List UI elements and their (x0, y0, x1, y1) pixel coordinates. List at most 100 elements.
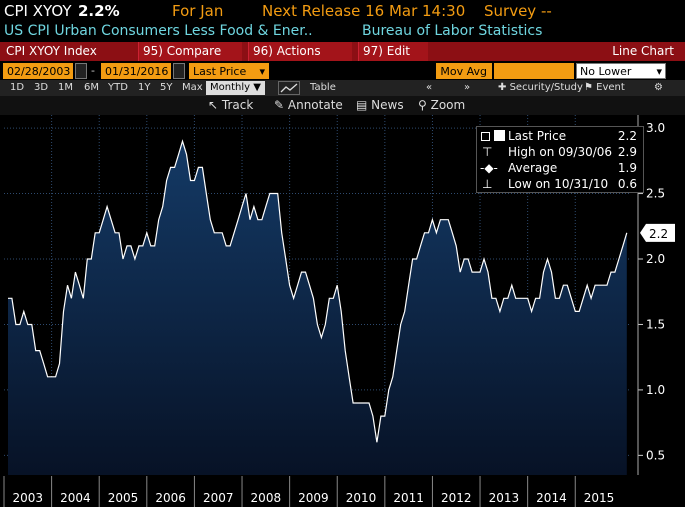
legend-low-label: Low on 10/31/10 (508, 177, 609, 191)
legend-box-icon (481, 132, 490, 141)
description-header: US CPI Urban Consumers Less Food & Ener.… (0, 22, 685, 41)
calendar-icon[interactable] (173, 63, 185, 79)
x-tick-label: 2014 (536, 491, 567, 505)
y-tick-label: 2.5 (646, 187, 665, 201)
period-6m[interactable]: 6M (84, 82, 99, 93)
scroll-left-icon[interactable]: « (426, 82, 433, 93)
legend-high-label: High on 09/30/06 (508, 145, 613, 159)
magnifier-icon: ⚲ (418, 98, 431, 112)
scroll-right-icon[interactable]: » (464, 82, 471, 93)
chart-tools-bar: ↖ Track ✎ Annotate ▤ News ⚲ Zoom (0, 96, 685, 115)
legend-average: -◆- Average 1.9 (477, 160, 643, 176)
x-tick-label: 2010 (346, 491, 377, 505)
calendar-icon[interactable] (75, 63, 87, 79)
field-select[interactable]: Last Price (189, 63, 269, 80)
date-controls: 02/28/2003 - 01/31/2016 Last Price Mov A… (0, 62, 685, 94)
mov-avg-value[interactable] (494, 63, 574, 79)
high-marker-icon: ⊤ (482, 145, 493, 159)
legend-avg-value: 1.9 (617, 161, 637, 175)
function-toolbar: CPI XYOY Index 95) Compare 96) Actions 9… (0, 42, 685, 61)
x-tick-label: 2009 (298, 491, 329, 505)
news-label: News (371, 98, 404, 112)
settings-gear-icon[interactable]: ⚙ (654, 82, 663, 93)
next-release: Next Release 16 Mar 14:30 (262, 2, 466, 20)
chart-legend: Last Price 2.2 ⊤ High on 09/30/06 2.9 -◆… (476, 126, 644, 193)
legend-last: Last Price 2.2 (477, 128, 643, 144)
legend-avg-label: Average (508, 161, 558, 175)
x-tick-label: 2005 (108, 491, 139, 505)
period-1y[interactable]: 1Y (138, 82, 151, 93)
track-label: Track (221, 98, 254, 112)
period-max[interactable]: Max (182, 82, 203, 93)
survey: Survey -- (484, 2, 552, 20)
last-price-box (640, 223, 675, 242)
average-marker-icon: -◆- (480, 161, 498, 175)
x-tick-label: 2013 (489, 491, 520, 505)
actions-button[interactable]: 96) Actions (248, 42, 352, 61)
security-study-button[interactable]: ✚ Security/Study (498, 80, 583, 96)
period-3d[interactable]: 3D (34, 82, 49, 93)
date-separator: - (91, 64, 95, 77)
x-tick-label: 2011 (393, 491, 424, 505)
x-tick-label: 2006 (155, 491, 186, 505)
period-label: For Jan (172, 2, 224, 20)
edit-button[interactable]: 97) Edit (358, 42, 428, 61)
event-button[interactable]: ⚑ Event (584, 80, 625, 96)
period-5y[interactable]: 5Y (160, 82, 173, 93)
security-description: US CPI Urban Consumers Less Food & Ener.… (4, 23, 313, 39)
legend-last-value: 2.2 (617, 129, 637, 143)
y-tick-label: 1.5 (646, 317, 665, 331)
track-button[interactable]: ↖ Track (208, 96, 253, 115)
data-source: Bureau of Labor Statistics (362, 23, 543, 39)
x-tick-label: 2007 (203, 491, 234, 505)
end-date-field[interactable]: 01/31/2016 (101, 63, 171, 79)
lower-chart-select[interactable]: No Lower Chart (576, 63, 666, 94)
period-1d[interactable]: 1D (10, 82, 25, 93)
table-button[interactable]: Table (310, 82, 336, 93)
cursor-icon: ↖ (208, 98, 222, 112)
start-date-field[interactable]: 02/28/2003 (3, 63, 73, 79)
x-tick-label: 2012 (441, 491, 472, 505)
last-price-marker: 2.2 (640, 223, 675, 242)
x-tick-label: 2008 (251, 491, 282, 505)
x-axis-band (0, 476, 685, 507)
x-axis: 2003 2004 2005 2006 2007 2008 2009 2010 2011 2012… (0, 476, 685, 507)
flag-icon: ⚑ (584, 82, 597, 93)
x-tick-label: 2015 (584, 491, 615, 505)
annotate-button[interactable]: ✎ Annotate (274, 96, 343, 115)
event-label: Event (596, 82, 625, 93)
zoom-label: Zoom (430, 98, 466, 112)
annotate-label: Annotate (287, 98, 343, 112)
plus-icon: ✚ (498, 82, 510, 93)
last-price-label: 2.2 (649, 227, 668, 241)
x-tick-label: 2003 (13, 491, 44, 505)
period-1m[interactable]: 1M (58, 82, 73, 93)
security-header: CPI XYOY 2.2% For Jan Next Release 16 Ma… (0, 0, 685, 22)
security-study-label: Security/Study (509, 82, 583, 93)
legend-swatch (494, 130, 505, 141)
chart-type: Line Chart (612, 44, 674, 58)
y-tick-label: 2.0 (646, 252, 665, 266)
line-chart-icon[interactable] (278, 81, 300, 95)
series-area (8, 141, 627, 475)
pencil-icon: ✎ (274, 98, 288, 112)
index-label: CPI XYOY Index (6, 44, 97, 58)
frequency-select[interactable]: Monthly ▼ (206, 81, 265, 95)
period-bar: 1D 3D 1M 6M YTD 1Y 5Y Max Monthly ▼ Tabl… (0, 80, 685, 96)
news-button[interactable]: ▤ News (356, 96, 404, 115)
legend-high-value: 2.9 (617, 145, 637, 159)
x-tick-label: 2004 (60, 491, 91, 505)
y-tick-label: 1.0 (646, 383, 665, 397)
y-tick-label: 3.0 (646, 121, 665, 135)
legend-last-label: Last Price (508, 129, 567, 143)
news-icon: ▤ (356, 98, 372, 112)
last-value: 2.2% (78, 2, 120, 20)
zoom-button[interactable]: ⚲ Zoom (418, 96, 465, 115)
period-ytd[interactable]: YTD (108, 82, 128, 93)
legend-high: ⊤ High on 09/30/06 2.9 (477, 144, 643, 160)
compare-button[interactable]: 95) Compare (138, 42, 242, 61)
ticker: CPI XYOY (4, 2, 72, 20)
mov-avg-field[interactable]: Mov Avg (436, 63, 492, 79)
legend-low: ⊥ Low on 10/31/10 0.6 (477, 176, 643, 192)
series-line (8, 139, 628, 443)
